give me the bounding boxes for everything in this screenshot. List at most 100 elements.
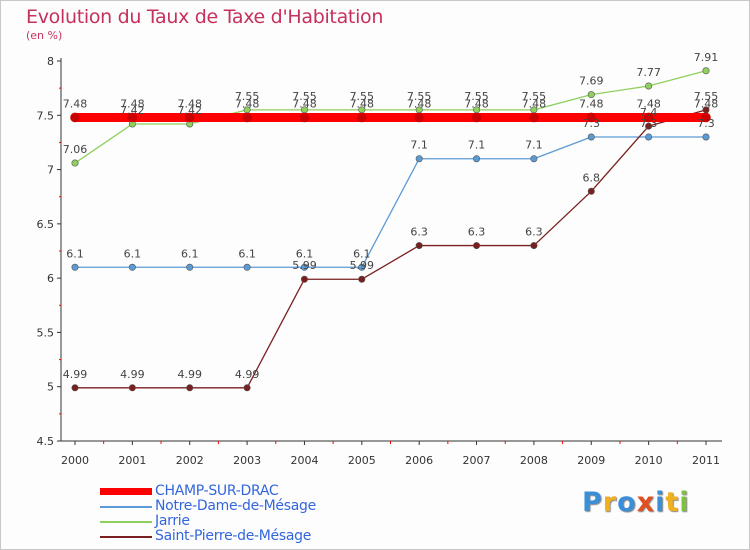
data-point [242,112,252,123]
x-tick-label: 2010 [635,454,663,467]
data-point [587,187,595,195]
logo-letter: i [655,487,666,518]
data-label: 7.1 [525,139,543,152]
data-label: 7.48 [235,97,260,110]
data-label: 7.48 [350,97,375,110]
legend-swatch [100,506,152,508]
data-label: 4.99 [235,368,260,381]
y-tick-label: 7 [47,164,54,177]
data-point [587,133,595,141]
legend-swatch [100,536,152,538]
data-label: 4.99 [120,368,145,381]
legend-label: Jarrie [155,513,190,529]
x-tick-label: 2002 [176,454,204,467]
series-line-3 [75,109,707,389]
data-point [645,82,653,90]
x-tick-label: 2008 [520,454,548,467]
data-label: 7.1 [410,139,428,152]
legend-label: Notre-Dame-de-Mésage [155,498,316,514]
data-label: 7.42 [177,104,202,117]
data-label: 7.48 [120,97,145,110]
data-label: 7.48 [177,97,202,110]
data-point [645,133,653,141]
data-point [127,112,138,123]
x-tick-label: 2009 [577,454,605,467]
data-point [357,112,367,123]
data-label: 7.55 [464,90,489,103]
data-point [701,112,711,123]
data-label: 7.91 [694,51,719,64]
data-label: 6.8 [583,171,601,184]
y-tick-label: 7.5 [37,109,55,122]
data-point [71,263,79,271]
data-point [473,242,481,250]
data-label: 6.1 [181,247,199,260]
data-label: 7.48 [579,97,604,110]
data-point [643,112,654,123]
logo-letter: t [665,487,680,518]
data-label: 4.99 [177,368,202,381]
data-point [587,91,595,99]
x-tick-label: 2006 [405,454,433,467]
y-tick-label: 6 [47,272,54,285]
data-label: 7.3 [697,117,715,130]
data-label: 6.1 [353,247,371,260]
data-label: 7.48 [407,97,432,110]
proxiti-logo: Proxiti [582,487,690,518]
data-point [299,112,310,123]
x-tick-label: 2003 [233,454,261,467]
data-point [530,155,538,163]
data-point [184,112,195,123]
data-point [186,384,194,392]
data-point [70,112,80,123]
data-point [71,159,79,167]
data-point [645,122,653,130]
legend-label: CHAMP-SUR-DRAC [155,483,279,499]
data-label: 7.55 [522,90,547,103]
data-label: 7.3 [583,117,601,130]
data-label: 7.1 [468,139,486,152]
data-point [415,242,423,250]
data-label: 7.06 [63,143,88,156]
data-label: 7.48 [464,97,489,110]
data-point [702,133,710,141]
data-label: 7.55 [694,90,719,103]
x-tick-label: 2004 [290,454,318,467]
data-point [415,155,423,163]
data-label: 5.99 [292,259,317,272]
data-label: 7.48 [694,97,719,110]
data-point [243,384,251,392]
data-point [186,263,194,271]
data-label: 7.77 [636,66,661,79]
data-point [128,384,136,392]
chart-title: Evolution du Taux de Taxe d'Habitation [26,6,384,28]
data-label: 7.48 [522,97,547,110]
x-tick-label: 2011 [692,454,720,467]
data-label: 7.55 [292,90,317,103]
data-point [471,112,482,123]
data-point [529,112,539,123]
x-tick-label: 2001 [118,454,146,467]
logo-letter: r [602,487,618,518]
data-label: 4.99 [63,368,88,381]
series-line-2 [74,70,707,164]
data-label: 7.48 [292,97,317,110]
logo-letter: o [617,487,637,518]
data-label: 6.1 [296,247,314,260]
data-label: 6.3 [525,226,543,239]
y-tick-label: 4.5 [37,435,55,448]
data-point [473,155,481,163]
data-point [243,263,251,271]
y-tick-label: 5 [47,381,54,394]
data-label: 6.3 [410,226,428,239]
data-label: 6.1 [238,247,256,260]
data-label: 7.55 [235,90,260,103]
y-tick-label: 6.5 [37,218,55,231]
data-label: 7.3 [640,117,658,130]
chart-subtitle: (en %) [26,29,63,42]
data-point [530,242,538,250]
y-tick-label: 5.5 [37,326,55,339]
data-point [358,275,366,283]
data-label: 7.48 [636,97,661,110]
